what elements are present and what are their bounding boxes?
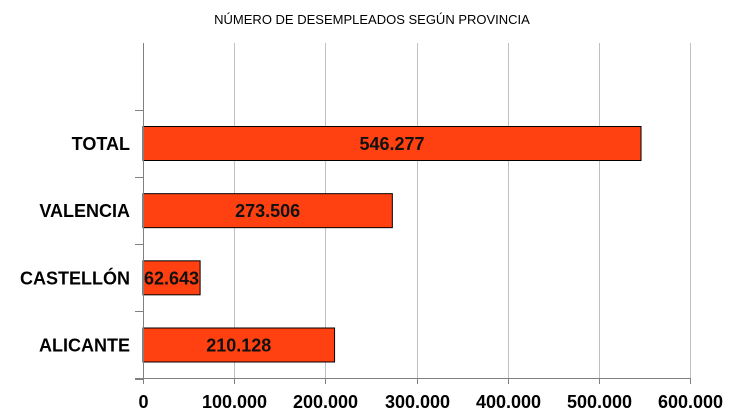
x-tick-label: 200.000 <box>293 392 358 412</box>
x-tick-label: 400.000 <box>476 392 541 412</box>
x-tick-label: 300.000 <box>385 392 450 412</box>
category-label: CASTELLÓN <box>20 267 130 288</box>
category-label: VALENCIA <box>39 201 130 221</box>
category-label: ALICANTE <box>39 336 130 356</box>
x-tick-label: 100.000 <box>202 392 267 412</box>
bar-total <box>142 126 642 161</box>
bar-castellón <box>142 260 201 296</box>
data-label: 546.277 <box>359 134 424 154</box>
bar-alicante <box>142 327 336 363</box>
category-label: TOTAL <box>72 134 130 154</box>
chart-title: NÚMERO DE DESEMPLEADOS SEGÚN PROVINCIA <box>214 12 530 27</box>
gridlines <box>234 43 691 378</box>
data-label: 62.643 <box>144 268 199 288</box>
bars <box>142 126 642 363</box>
x-tick-label: 500.000 <box>567 392 632 412</box>
labels: TOTAL 546.277 VALENCIA 273.506 CASTELLÓN 62.6… <box>20 134 723 412</box>
x-tick-label: 600.000 <box>658 392 723 412</box>
data-label: 210.128 <box>206 336 271 356</box>
axes <box>135 43 691 384</box>
x-tick-label: 0 <box>138 392 148 412</box>
data-label: 273.506 <box>235 201 300 221</box>
